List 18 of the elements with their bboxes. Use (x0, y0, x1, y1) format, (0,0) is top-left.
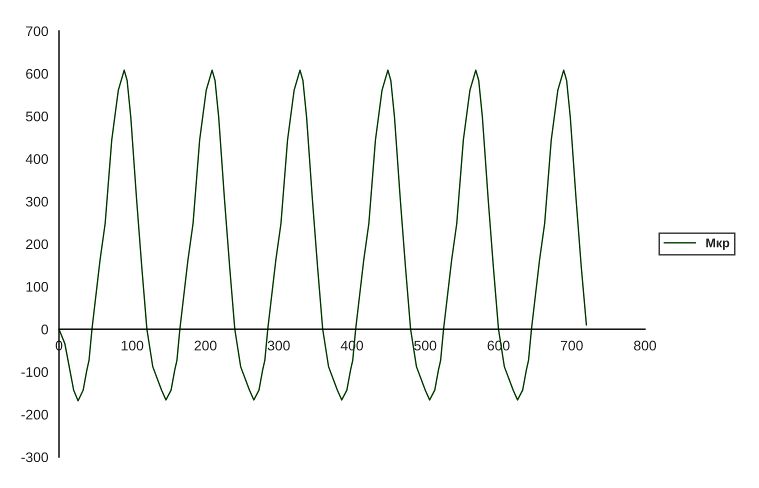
x-tick-label: 700 (560, 340, 583, 351)
y-tick-label: 700 (26, 26, 48, 36)
y-tick-label: -300 (21, 452, 48, 462)
x-tick-label: 100 (122, 340, 144, 351)
y-tick-label: 300 (26, 196, 48, 207)
y-tick-label: 500 (26, 112, 48, 122)
y-tick-label: 0 (41, 324, 48, 334)
legend-label: Мкр (706, 238, 730, 250)
x-tick-label: 500 (414, 340, 436, 351)
y-tick-label: 200 (26, 239, 48, 250)
x-tick-label: 300 (268, 340, 290, 351)
y-tick-label: 100 (26, 282, 48, 292)
x-tick-label: 800 (634, 340, 656, 351)
y-tick-label: 400 (26, 154, 48, 164)
y-tick-label: -200 (21, 410, 48, 420)
y-tick-label: 600 (26, 68, 48, 79)
y-tick-label: -100 (21, 367, 48, 377)
x-tick-label: 200 (194, 340, 217, 351)
